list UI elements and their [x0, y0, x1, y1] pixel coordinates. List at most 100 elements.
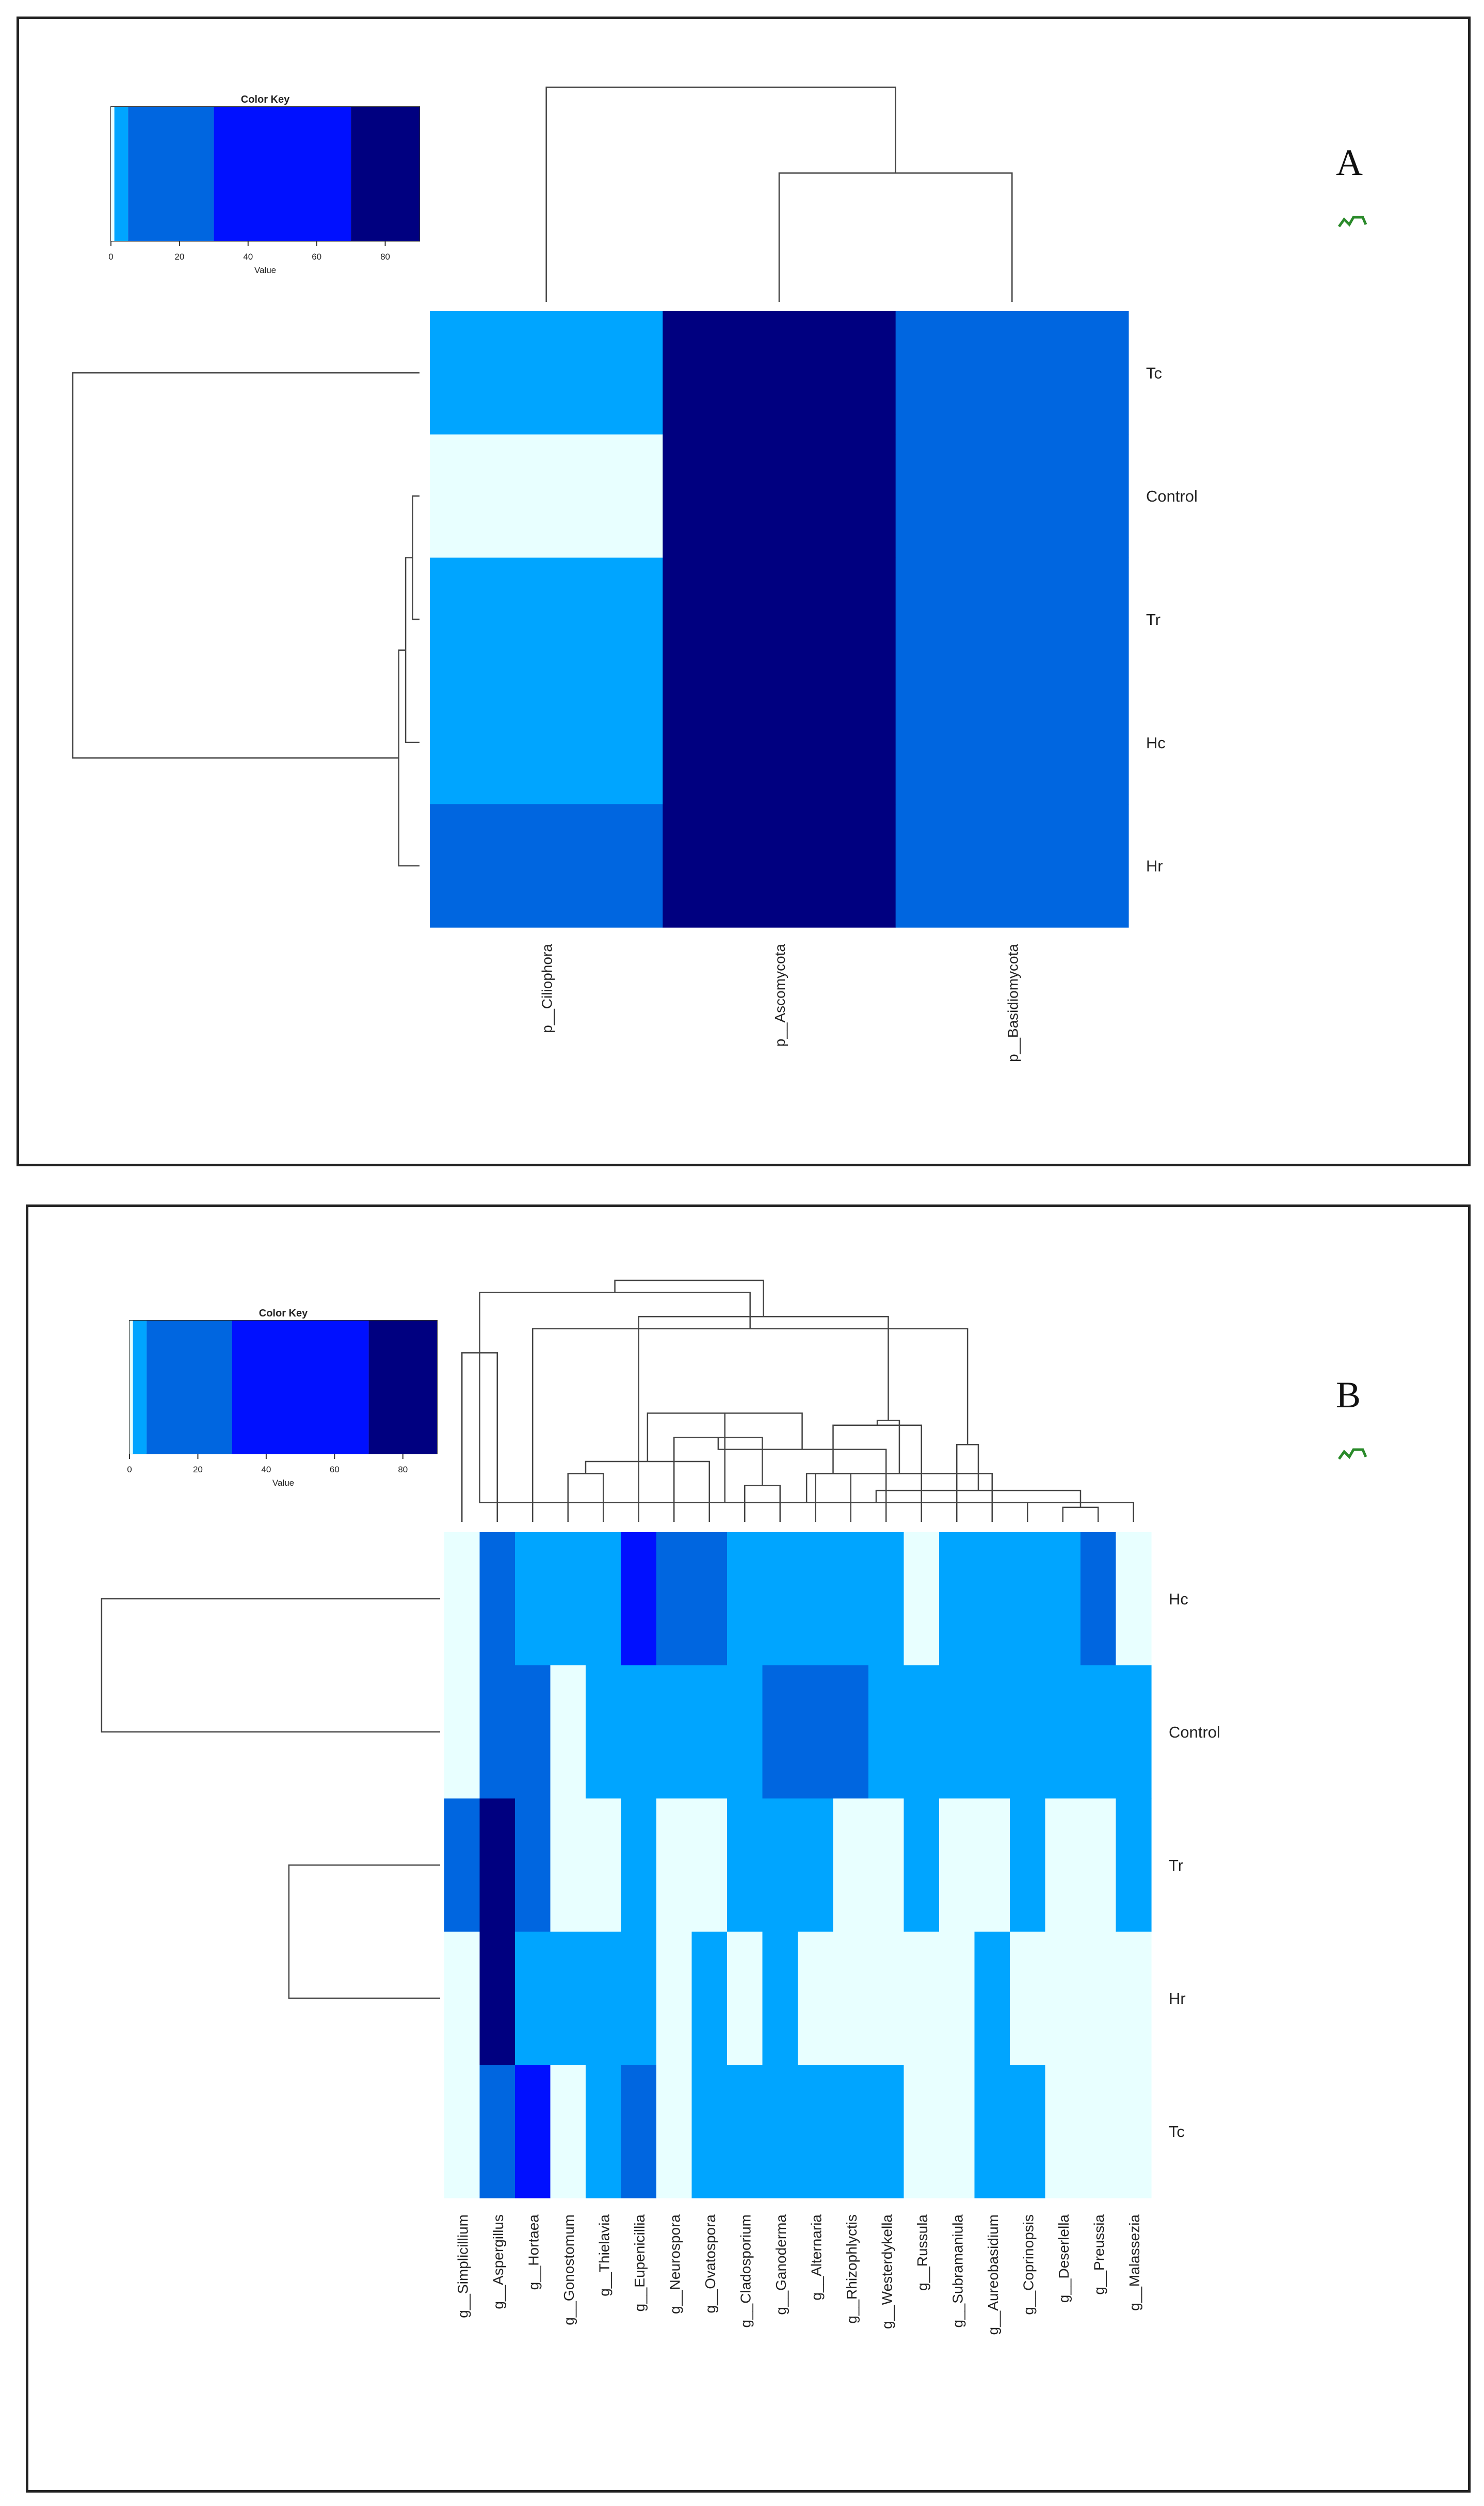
color-key-tick-label: 20 — [193, 1465, 203, 1474]
heatmap-cell — [868, 1665, 905, 1799]
panel-a: Color Key 0 20 40 60 80 Value Tc Control Tr Hc Hr p_… — [17, 17, 1471, 1166]
color-key-tick-label: 80 — [398, 1465, 408, 1474]
heatmap-cell — [1045, 1532, 1081, 1666]
heatmap-cell — [691, 1665, 728, 1799]
column-label: g__Ganoderma — [773, 2214, 789, 2315]
heatmap-cell — [904, 2065, 940, 2198]
column-dendrogram-link — [805, 1473, 993, 1522]
heatmap-cell — [656, 1532, 692, 1666]
column-label: g__Deserlella — [1056, 2214, 1072, 2303]
column-label: g__Preussia — [1091, 2214, 1107, 2295]
heatmap-cell — [663, 804, 896, 928]
heatmap-cell — [444, 1798, 480, 1932]
heatmap-cell — [444, 2065, 480, 2198]
color-key-swatch — [114, 107, 128, 241]
heatmap-cell — [798, 1932, 834, 2065]
row-dendrogram-link — [412, 495, 420, 620]
heatmap-cell — [974, 1665, 1010, 1799]
column-label: g__Hortaea — [525, 2214, 541, 2290]
heatmap-cell — [515, 2065, 551, 2198]
heatmap-cell — [1080, 1932, 1117, 2065]
heatmap-cell — [1116, 1532, 1152, 1666]
column-label: g__Russula — [914, 2214, 930, 2291]
heatmap-cell — [895, 804, 1129, 928]
column-label: g__Neurospora — [667, 2214, 683, 2314]
heatmap-cell — [1045, 2065, 1081, 2198]
heatmap-cell — [621, 1932, 657, 2065]
heatmap-cell — [550, 2065, 586, 2198]
column-label: g__Subramaniula — [949, 2214, 965, 2328]
heatmap-cell — [895, 434, 1129, 558]
heatmap-cell — [974, 1532, 1010, 1666]
heatmap-b: Color Key 0 20 40 60 80 Value Hc Control Tr Hr Tc g_… — [28, 1207, 1367, 2335]
heatmap-cell — [1010, 1532, 1046, 1666]
heatmap-cell — [904, 1665, 940, 1799]
column-label: g__Thielavia — [596, 2214, 612, 2296]
color-key-tick-label: 20 — [174, 252, 184, 262]
column-label: p__Ciliophora — [539, 944, 555, 1033]
color-key-tick-label: 60 — [330, 1465, 340, 1474]
heatmap-cell — [656, 1665, 692, 1799]
heatmap-cell — [727, 1798, 763, 1932]
row-label: Hc — [1146, 734, 1166, 752]
column-dendrogram-link — [1062, 1506, 1099, 1522]
column-dendrogram-link — [545, 86, 896, 302]
panel-mark-icon — [1337, 216, 1367, 228]
column-label: g__Gonostomum — [561, 2214, 577, 2325]
heatmap-cell — [1116, 1932, 1152, 2065]
color-key-title: Color Key — [241, 94, 290, 105]
heatmap-cell — [691, 1798, 728, 1932]
heatmap-cell — [833, 1665, 869, 1799]
heatmap-cell — [621, 1798, 657, 1932]
heatmap-cell — [1010, 2065, 1046, 2198]
column-dendrogram-link — [567, 1473, 604, 1522]
heatmap-cell — [939, 1798, 975, 1932]
heatmap-cell — [479, 1532, 515, 1666]
panel-label: A — [1336, 142, 1363, 183]
row-label: Control — [1169, 1723, 1220, 1741]
heatmap-cell — [663, 311, 896, 435]
column-dendrogram-link — [956, 1443, 979, 1522]
column-label: g__Coprinopsis — [1020, 2214, 1036, 2315]
heatmap-cell — [621, 2065, 657, 2198]
color-key-tick-label: 80 — [380, 252, 390, 262]
color-key-tick-label: 40 — [243, 252, 253, 262]
heatmap-cell — [586, 1532, 622, 1666]
heatmap-cell — [621, 1665, 657, 1799]
column-dendrogram-link — [673, 1436, 763, 1522]
heatmap-cell — [939, 2065, 975, 2198]
heatmap-cell — [479, 2065, 515, 2198]
color-key-tick-label: 60 — [312, 252, 321, 262]
heatmap-cell — [939, 1532, 975, 1666]
heatmap-cell — [663, 434, 896, 558]
heatmap-cell — [691, 1932, 728, 2065]
column-dendrogram-link — [724, 1413, 1028, 1522]
heatmap-cell — [586, 1798, 622, 1932]
heatmap-cell — [430, 557, 663, 681]
column-label: p__Basidiomycota — [1005, 944, 1021, 1062]
column-dendrogram-link — [614, 1279, 764, 1317]
heatmap-cell — [550, 1798, 586, 1932]
column-dendrogram-link — [532, 1328, 969, 1522]
heatmap-cell — [833, 1532, 869, 1666]
heatmap-cell — [430, 804, 663, 928]
heatmap-cell — [895, 681, 1129, 805]
row-label: Control — [1146, 487, 1198, 505]
row-label: Tr — [1169, 1856, 1183, 1874]
heatmap-cell — [974, 1798, 1010, 1932]
heatmap-cell — [444, 1932, 480, 2065]
heatmap-cell — [1045, 1665, 1081, 1799]
heatmap-cell — [430, 434, 663, 558]
heatmap-a: Color Key 0 20 40 60 80 Value Tc Control Tr Hc Hr p_… — [72, 86, 1367, 1062]
heatmap-cell — [798, 2065, 834, 2198]
color-key-tick-label: 0 — [127, 1465, 132, 1474]
row-label: Tc — [1146, 364, 1162, 382]
heatmap-cell — [586, 1665, 622, 1799]
heatmap-cell — [833, 1798, 869, 1932]
heatmap-cell — [1045, 1798, 1081, 1932]
row-label: Hc — [1169, 1590, 1188, 1608]
heatmap-cell — [515, 1932, 551, 2065]
color-key-swatch — [368, 1321, 437, 1454]
heatmap-cell — [727, 2065, 763, 2198]
color-key-swatch — [351, 107, 420, 241]
